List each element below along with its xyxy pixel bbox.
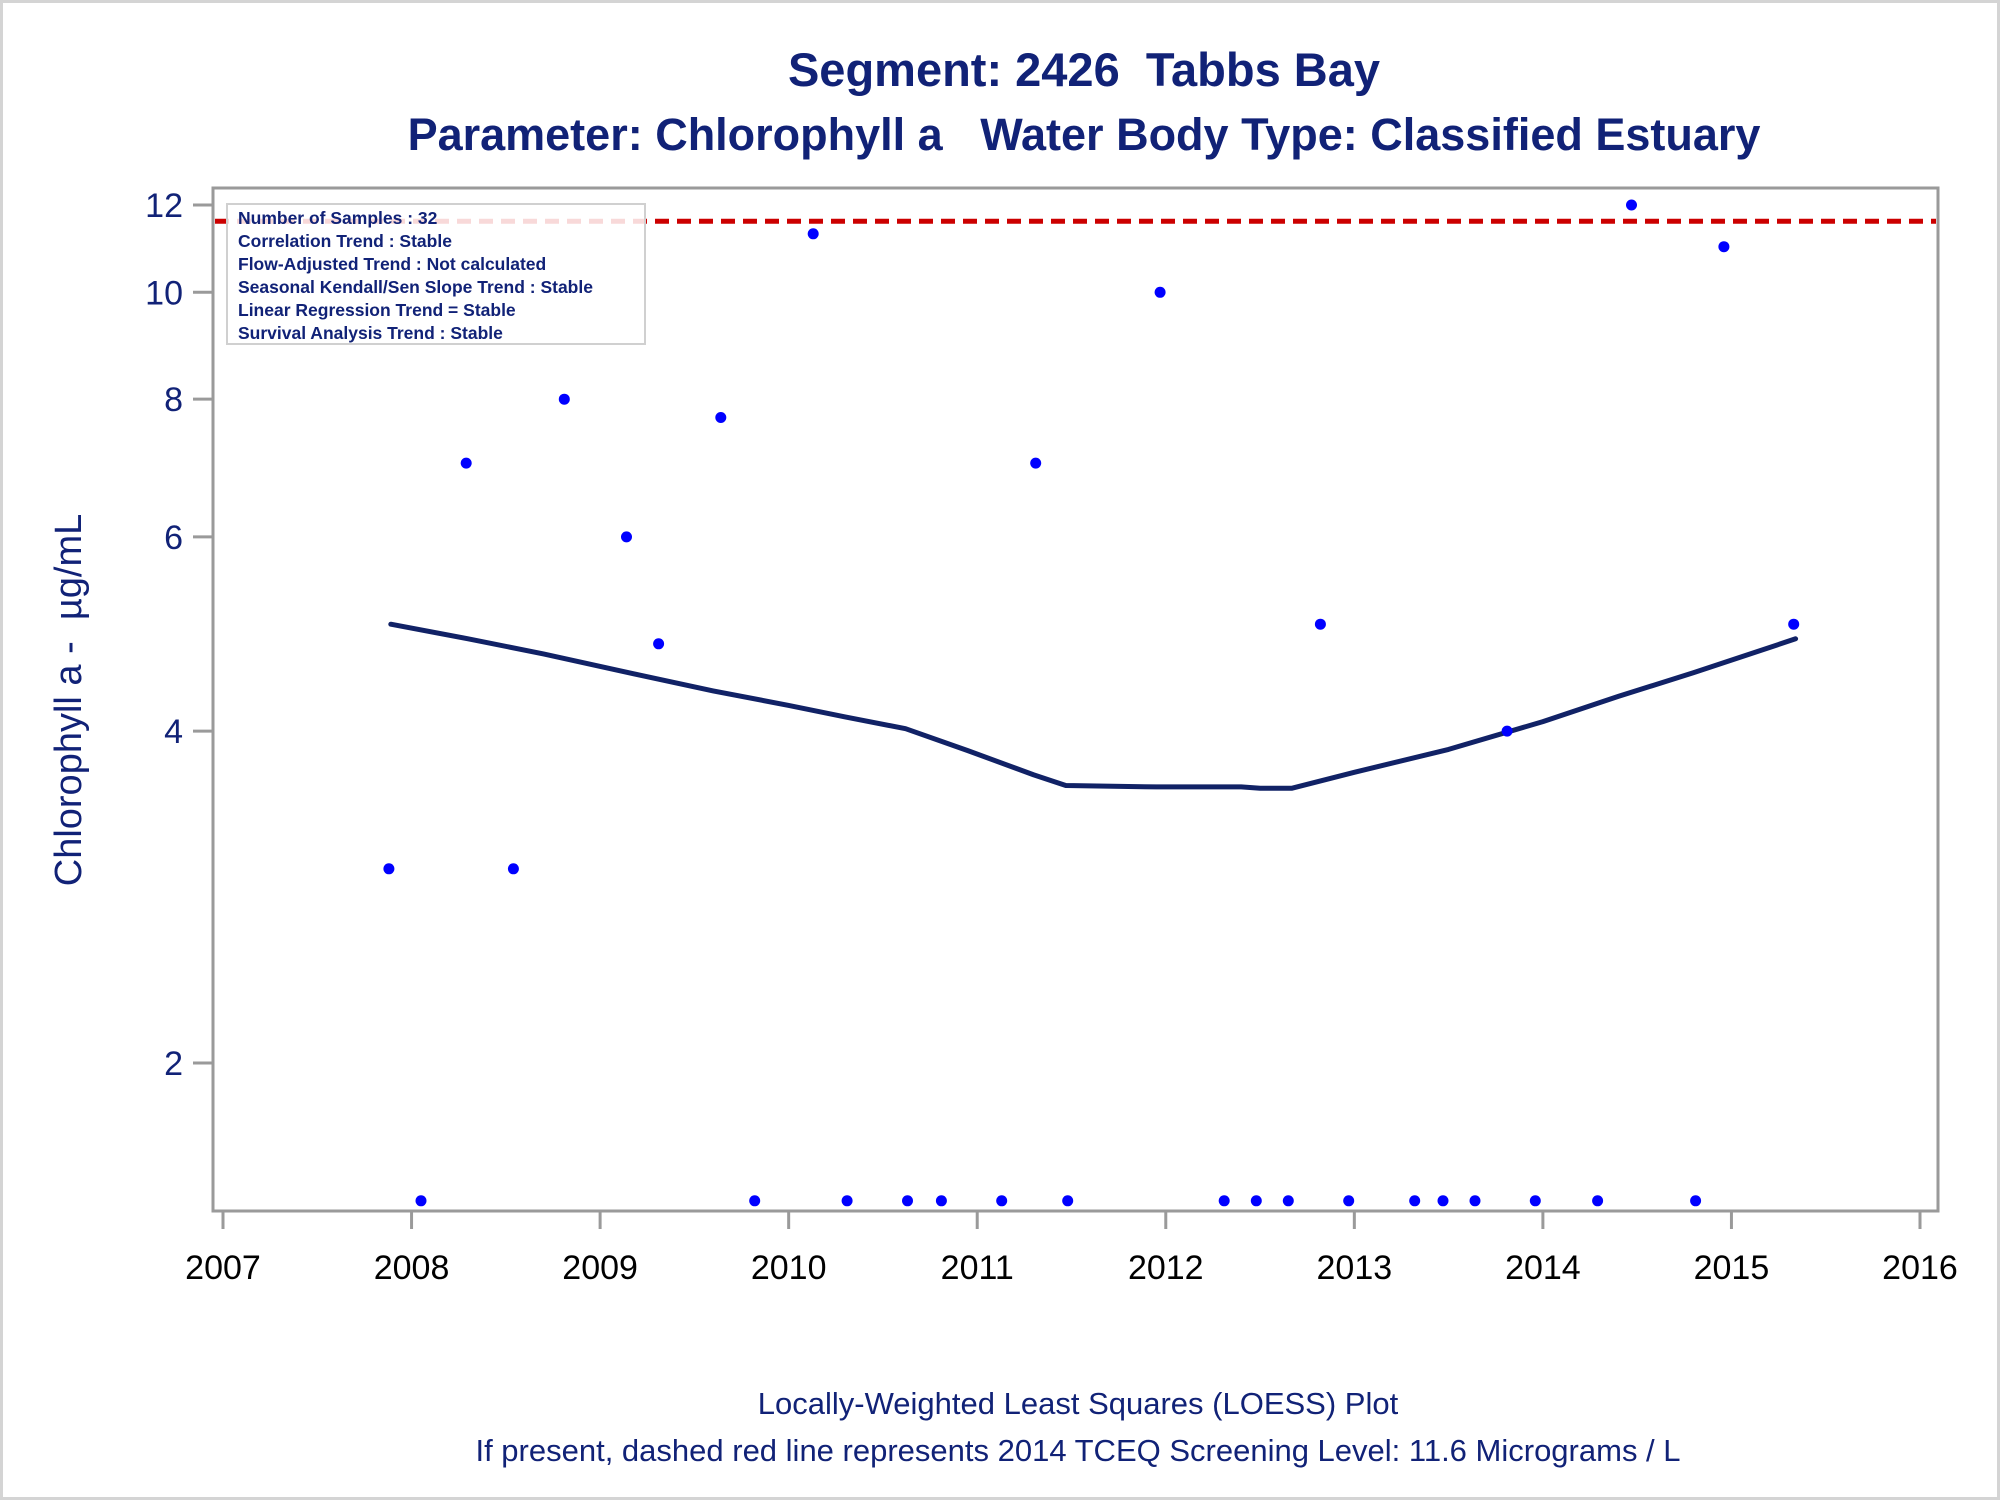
chart-title: Segment: 2426 Tabbs Bay [788,43,1380,96]
data-point [1437,1195,1449,1207]
data-point [1626,199,1637,211]
plot-area [215,199,1936,1207]
stats-line: Correlation Trend : Stable [238,231,452,251]
data-point [558,393,570,405]
y-tick-label: 4 [164,713,183,751]
data-point [1592,1195,1604,1207]
x-tick-label: 2011 [941,1249,1014,1287]
data-point [1469,1195,1481,1207]
data-point [715,412,727,423]
data-point [1218,1195,1230,1207]
x-tick-label: 2007 [185,1249,261,1287]
chart-svg: Segment: 2426 Tabbs Bay Parameter: Chlor… [48,43,1958,1468]
stats-box-border [226,203,646,345]
data-point [415,1195,427,1207]
data-point [996,1195,1008,1207]
x-tick-label: 2008 [374,1249,450,1287]
y-axis: 2 4 6 8 10 12 [145,187,213,1083]
loess-curve [388,621,1799,791]
data-point [1030,457,1042,469]
stats-line: Linear Regression Trend = Stable [238,300,516,320]
data-point [841,1195,853,1207]
x-tick-label: 2013 [1317,1249,1393,1287]
footnote-2: If present, dashed red line represents 2… [475,1433,1680,1468]
data-point [1343,1195,1355,1207]
data-point [653,638,665,650]
data-point [807,228,819,240]
stats-line: Survival Analysis Trend : Stable [238,323,503,343]
data-point [1409,1195,1421,1207]
data-point [383,863,395,875]
x-tick-label: 2014 [1505,1249,1581,1287]
data-point [1282,1195,1294,1207]
footnote-1: Locally-Weighted Least Squares (LOESS) P… [758,1386,1399,1421]
x-axis: 2007 2008 2009 2010 2011 2012 2013 2014 2015 2016 [185,1211,1958,1287]
stats-box: Number of Samples : 32 Correlation Trend… [226,203,646,345]
plot-border [211,186,1940,1213]
data-point [1718,241,1730,253]
x-tick-label: 2015 [1694,1249,1770,1287]
data-point [1314,618,1326,630]
y-axis-label: Chlorophyll a - µg/mL [48,514,90,887]
y-tick-label: 12 [145,187,183,225]
y-tick-label: 6 [164,519,183,557]
x-tick-label: 2010 [751,1249,827,1287]
y-tick-label: 2 [164,1045,183,1083]
data-point [1154,286,1166,298]
data-point [1690,1195,1702,1207]
data-point [621,531,632,543]
data-point [460,457,472,469]
data-point [507,863,519,875]
x-tick-label: 2009 [562,1249,638,1287]
x-tick-label: 2016 [1882,1249,1958,1287]
data-point [1062,1195,1074,1207]
data-point [1529,1195,1541,1207]
y-tick-label: 8 [164,381,183,419]
chart-subtitle: Parameter: Chlorophyll a Water Body Type… [408,109,1761,160]
stats-line: Number of Samples : 32 [238,208,438,228]
data-point [1788,618,1800,630]
data-point [1501,725,1513,737]
y-tick-label: 10 [145,274,183,312]
data-point [902,1195,913,1207]
data-point [749,1195,761,1207]
x-tick-label: 2012 [1128,1249,1204,1287]
stats-line: Flow-Adjusted Trend : Not calculated [238,254,546,274]
data-point [935,1195,947,1207]
stats-line: Seasonal Kendall/Sen Slope Trend : Stabl… [238,277,593,297]
data-point [1250,1195,1262,1207]
